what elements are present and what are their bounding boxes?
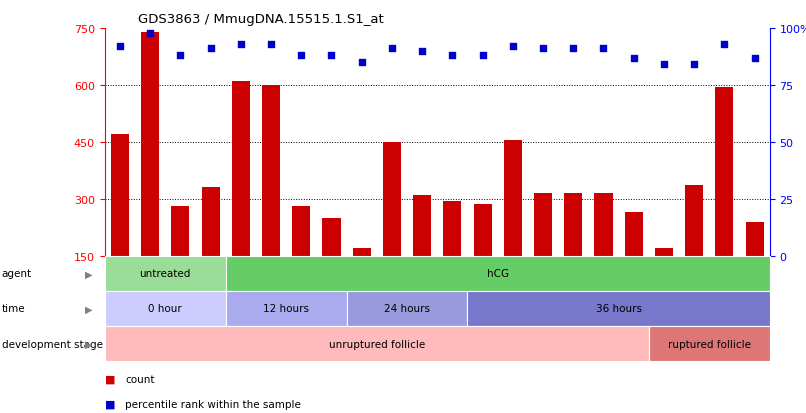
Bar [746, 222, 764, 256]
Bar [141, 33, 160, 256]
Text: unruptured follicle: unruptured follicle [329, 339, 425, 349]
Point [446, 53, 459, 59]
Bar [474, 205, 492, 256]
Point [143, 30, 156, 37]
Point [476, 53, 489, 59]
Bar [383, 142, 401, 256]
Bar [443, 201, 461, 256]
Text: percentile rank within the sample: percentile rank within the sample [125, 399, 301, 408]
Point [114, 44, 127, 50]
Bar [649, 326, 770, 361]
Point [537, 46, 550, 52]
Point [627, 55, 640, 62]
Bar [226, 256, 770, 291]
Point [174, 53, 187, 59]
Bar [322, 218, 341, 256]
Bar [105, 291, 226, 326]
Bar [413, 195, 431, 256]
Point [597, 46, 610, 52]
Bar [347, 291, 467, 326]
Text: ■: ■ [105, 374, 115, 384]
Bar [595, 194, 613, 256]
Text: 0 hour: 0 hour [148, 304, 182, 314]
Text: development stage: development stage [2, 339, 102, 349]
Text: ▶: ▶ [85, 339, 93, 349]
Point [567, 46, 580, 52]
Bar [111, 135, 129, 256]
Point [355, 59, 368, 66]
Point [688, 62, 700, 69]
Point [506, 44, 519, 50]
Bar [564, 194, 582, 256]
Text: ■: ■ [105, 399, 115, 408]
Bar [105, 256, 226, 291]
Text: time: time [2, 304, 25, 314]
Bar [716, 88, 733, 256]
Bar [262, 85, 280, 256]
Point [658, 62, 671, 69]
Text: 12 hours: 12 hours [263, 304, 310, 314]
Text: agent: agent [2, 268, 31, 279]
Text: ▶: ▶ [85, 304, 93, 314]
Bar [467, 291, 770, 326]
Bar [504, 140, 522, 256]
Bar [226, 291, 347, 326]
Bar [202, 188, 219, 256]
Text: ▶: ▶ [85, 268, 93, 279]
Bar [292, 207, 310, 256]
Point [235, 41, 247, 48]
Text: hCG: hCG [487, 268, 509, 279]
Text: 36 hours: 36 hours [596, 304, 642, 314]
Bar [654, 249, 673, 256]
Text: ruptured follicle: ruptured follicle [668, 339, 750, 349]
Bar [534, 194, 552, 256]
Bar [105, 326, 649, 361]
Point [325, 53, 338, 59]
Text: untreated: untreated [139, 268, 191, 279]
Point [748, 55, 761, 62]
Point [416, 48, 429, 55]
Bar [353, 249, 371, 256]
Text: GDS3863 / MmugDNA.15515.1.S1_at: GDS3863 / MmugDNA.15515.1.S1_at [138, 13, 384, 26]
Bar [232, 82, 250, 256]
Bar [171, 207, 189, 256]
Point [385, 46, 398, 52]
Bar [625, 213, 643, 256]
Point [264, 41, 277, 48]
Point [718, 41, 731, 48]
Point [204, 46, 217, 52]
Point [295, 53, 308, 59]
Bar [685, 186, 703, 256]
Text: 24 hours: 24 hours [384, 304, 430, 314]
Text: count: count [125, 374, 155, 384]
